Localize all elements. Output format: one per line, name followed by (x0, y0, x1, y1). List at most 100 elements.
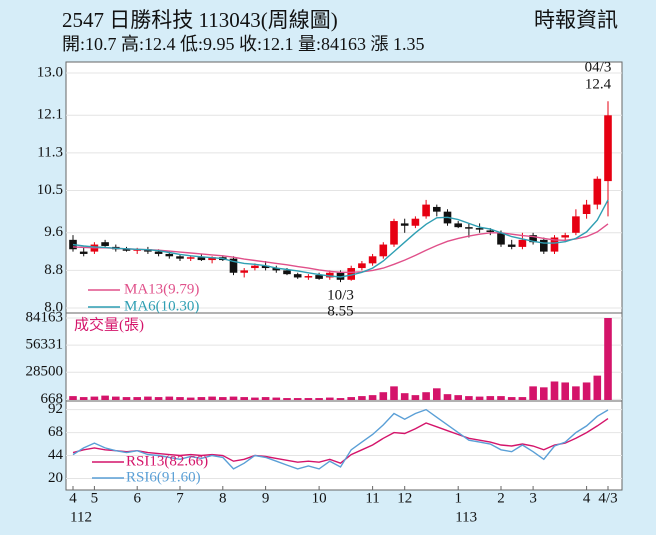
volume-bar (572, 386, 580, 400)
volume-bar (518, 397, 527, 400)
volume-bar (101, 395, 109, 400)
volume-bar (154, 397, 163, 400)
volume-bar (582, 382, 591, 400)
volume-bar (443, 394, 452, 400)
candle-body (593, 178, 602, 205)
volume-bar (561, 382, 569, 400)
y-tick-label: 10.5 (37, 182, 63, 198)
x-tick-label: 10 (312, 490, 327, 506)
volume-bar (90, 396, 99, 400)
volume-bar (272, 397, 281, 400)
high-date: 04/3 (585, 59, 612, 75)
candle-body (79, 251, 88, 254)
candle-body (368, 256, 377, 264)
volume-bar (475, 396, 484, 400)
candle-body (251, 265, 259, 269)
volume-bar (507, 397, 516, 400)
candle-body (507, 244, 516, 247)
volume-bar (604, 318, 612, 400)
volume-bar (304, 398, 313, 400)
candle-body (475, 228, 484, 230)
x-tick-label: 9 (262, 490, 270, 506)
volume-bar (379, 392, 388, 400)
x-tick-label: 12 (397, 490, 412, 506)
x-tick-label: 8 (219, 490, 227, 506)
volume-bar (293, 398, 302, 400)
x-tick-label: 4 (583, 490, 591, 506)
x-tick-label: 5 (91, 490, 99, 506)
candle-body (240, 270, 248, 273)
volume-bar (529, 386, 537, 400)
y-tick-label: 20 (48, 470, 63, 486)
volume-bar (144, 396, 152, 400)
volume-bar (219, 397, 227, 400)
candle-body (101, 242, 109, 246)
volume-bar (326, 397, 334, 400)
volume-bar (368, 395, 377, 400)
candle-body (400, 223, 409, 226)
candle-body (454, 223, 462, 228)
candle-body (283, 270, 291, 275)
y-tick-label: 8.8 (44, 262, 63, 278)
x-tick-label: 4 (69, 490, 77, 506)
legend-label: MA13(9.79) (124, 281, 199, 297)
volume-bar (251, 397, 259, 400)
chart-title: 2547 日勝科技 113043(周線圖) (62, 8, 338, 32)
series-line (72, 408, 609, 470)
volume-bar (165, 396, 174, 400)
candle-body (411, 218, 420, 226)
candle-body (122, 249, 131, 251)
candle-body (422, 204, 430, 217)
candle-body (572, 216, 580, 233)
candle-body (465, 227, 473, 229)
volume-bar (186, 397, 195, 400)
x-tick-label: 3 (529, 490, 537, 506)
series-line (72, 223, 609, 273)
volume-bar (465, 396, 473, 400)
y-tick-label: 84163 (26, 309, 64, 325)
volume-bar (422, 392, 430, 400)
candle-body (486, 230, 495, 232)
y-tick-label: 13.0 (37, 64, 63, 80)
y-tick-label: 8.0 (44, 299, 63, 315)
volume-bar (454, 395, 462, 400)
candle-body (197, 257, 206, 261)
x-tick-label: 2 (497, 490, 505, 506)
x-tick-label: 11 (365, 490, 379, 506)
candle-body (69, 239, 77, 250)
y-tick-label: 668 (41, 391, 64, 407)
candle-body (550, 237, 559, 252)
candle-body (379, 244, 388, 257)
candle-body (604, 115, 612, 182)
candle-body (154, 251, 163, 254)
low-date: 10/3 (327, 287, 354, 303)
y-tick-label: 92 (48, 401, 63, 417)
volume-bar (593, 375, 602, 400)
candle-body (315, 275, 323, 279)
y-tick-label: 28500 (26, 364, 64, 380)
year-label: 113 (455, 509, 477, 525)
candle-body (347, 268, 355, 280)
volume-bar (79, 397, 88, 400)
candle-body (561, 235, 569, 238)
volume-bar (261, 397, 270, 400)
y-tick-label: 68 (48, 424, 63, 440)
candle-body (433, 206, 441, 212)
volume-bar (197, 397, 206, 400)
series-line (72, 199, 609, 278)
volume-bar (133, 397, 141, 400)
candle-body (326, 272, 334, 278)
volume-bar (112, 396, 120, 400)
volume-bar (240, 397, 248, 400)
volume-bar (122, 397, 131, 400)
volume-bar (229, 396, 238, 400)
candle-body (529, 235, 537, 243)
volume-bar (176, 397, 184, 400)
volume-bar (336, 398, 345, 400)
subtitle: 開:10.7 高:12.4 低:9.95 收:12.1 量:84163 漲 1.… (62, 34, 425, 54)
year-label: 112 (70, 509, 92, 525)
x-tick-label: 6 (133, 490, 141, 506)
candle-body (261, 265, 270, 269)
volume-bar (358, 396, 366, 400)
x-tick-label: 4/3 (598, 490, 617, 506)
